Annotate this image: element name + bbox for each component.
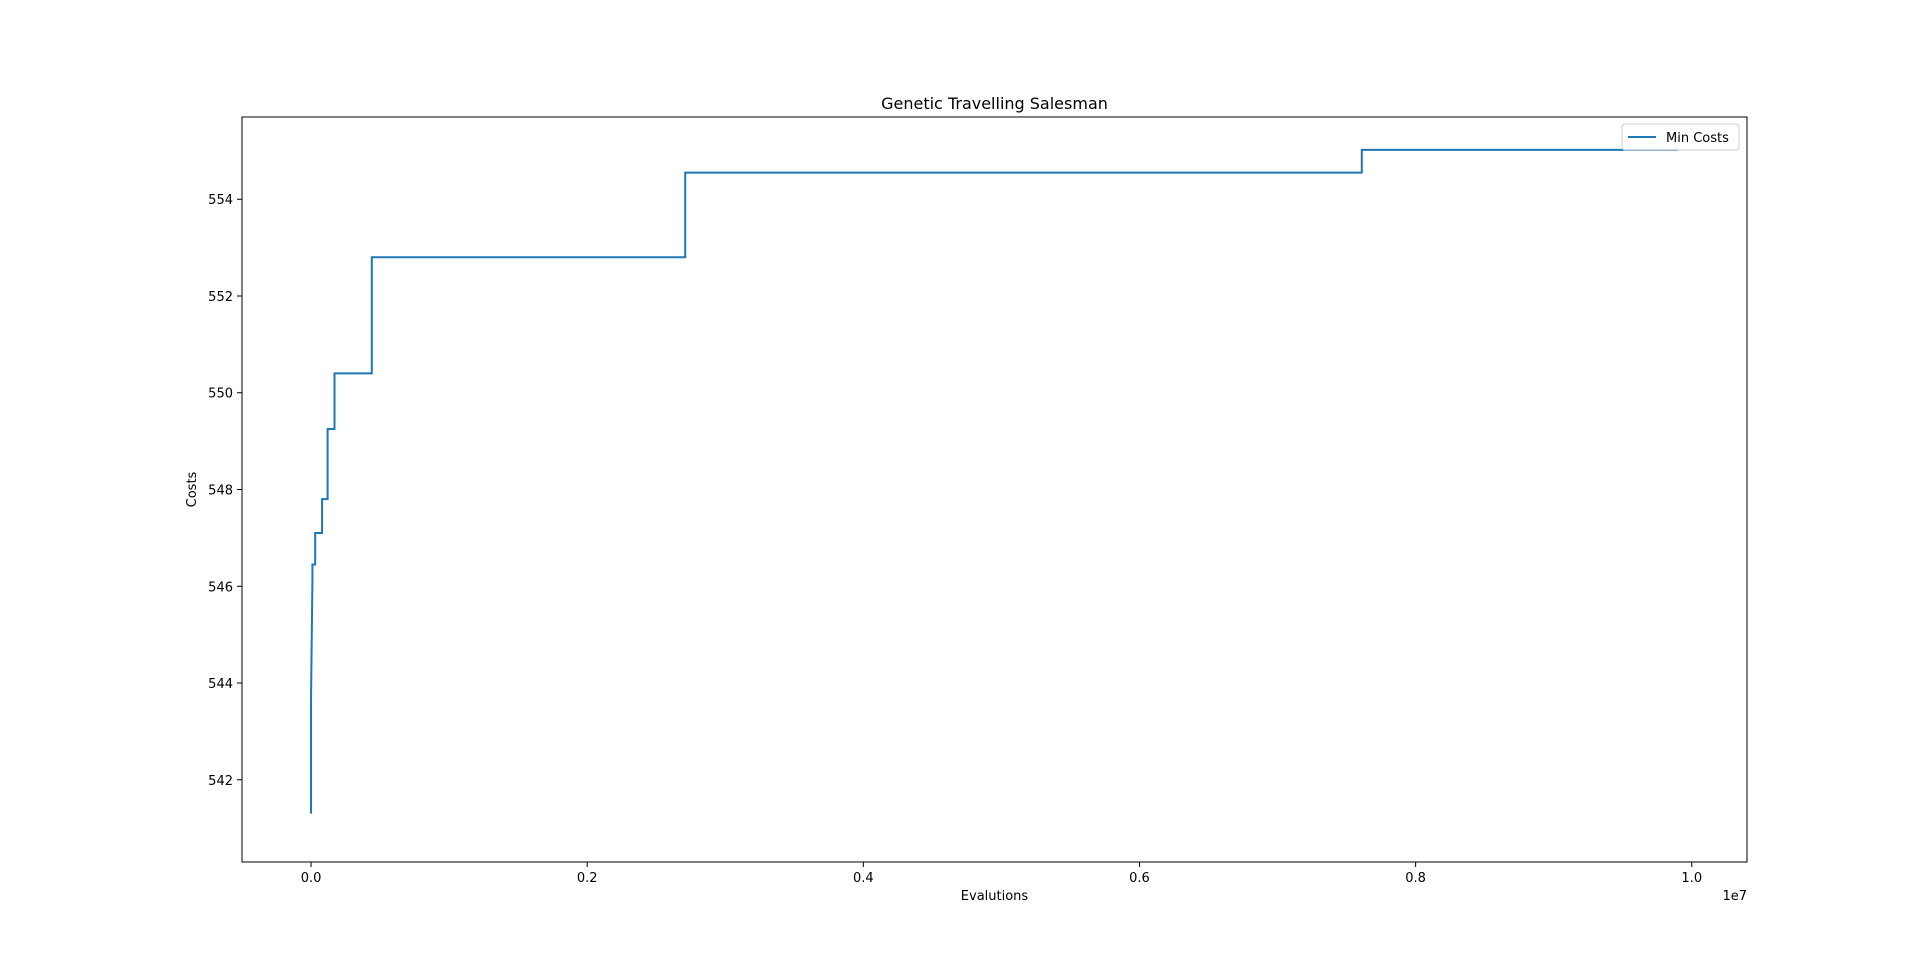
- y-tick-label: 544: [208, 677, 233, 692]
- y-axis-title: Costs: [185, 471, 200, 507]
- x-tick-label: 0.6: [1129, 871, 1150, 886]
- series-line-min-costs: [310, 148, 1678, 814]
- x-tick-label: 1.0: [1681, 871, 1702, 886]
- y-tick-label: 550: [208, 387, 233, 402]
- legend: Min Costs: [1621, 123, 1740, 151]
- x-tick-label: 0.0: [301, 871, 322, 886]
- legend-label-min-costs: Min Costs: [1666, 131, 1729, 146]
- x-tick-label: 0.2: [577, 871, 598, 886]
- chart-title: Genetic Travelling Salesman: [881, 94, 1108, 113]
- x-tick-label: 0.4: [853, 871, 874, 886]
- legend-box: [1621, 123, 1740, 151]
- y-tick-label: 554: [208, 193, 233, 208]
- y-tick-label: 546: [208, 580, 233, 595]
- y-tick-label: 552: [208, 290, 233, 305]
- x-axis: 0.0 0.2 0.4 0.6 0.8 1.0: [301, 862, 1702, 886]
- y-tick-label: 548: [208, 484, 233, 499]
- x-axis-title: Evalutions: [961, 889, 1029, 904]
- x-axis-offset-label: 1e7: [1722, 889, 1747, 904]
- y-axis: 542 544 546 548 550 552 554: [208, 193, 242, 789]
- y-tick-label: 542: [208, 774, 233, 789]
- x-tick-label: 0.8: [1405, 871, 1426, 886]
